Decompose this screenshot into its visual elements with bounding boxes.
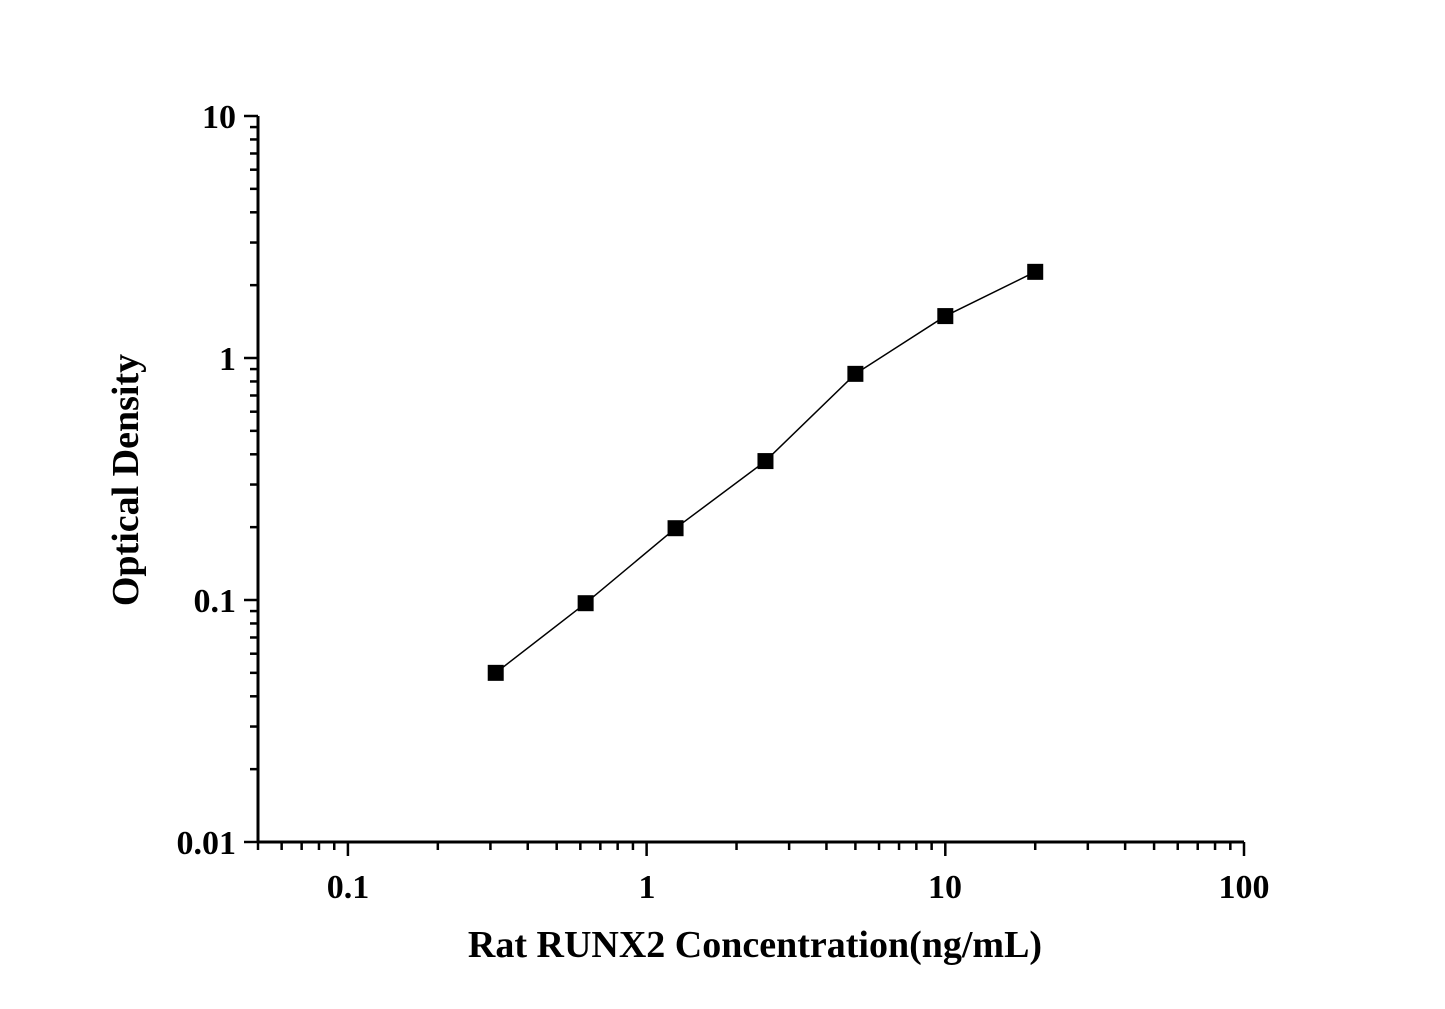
x-tick-label: 100 (1219, 869, 1270, 906)
tick-labels: 0.1 1 10 100 0.01 0.1 1 10 (177, 99, 1270, 906)
x-tick-label: 0.1 (327, 869, 370, 906)
data-point (757, 453, 774, 470)
y-tick-label: 0.1 (194, 583, 237, 620)
data-point (577, 595, 594, 612)
x-tick-label: 1 (639, 869, 656, 906)
y-tick-label: 0.01 (177, 825, 237, 862)
data-point (937, 308, 954, 325)
plot-area (487, 263, 1044, 681)
y-tick-label: 10 (202, 99, 236, 136)
data-point (1027, 263, 1044, 280)
x-axis-title: Rat RUNX2 Concentration(ng/mL) (468, 924, 1042, 966)
axes (256, 116, 1244, 844)
data-point (667, 520, 684, 537)
data-point (487, 664, 504, 681)
ticks (244, 114, 1246, 856)
data-point (847, 365, 864, 382)
series-line (495, 271, 1036, 674)
x-tick-label: 10 (928, 869, 962, 906)
y-tick-label: 1 (219, 341, 236, 378)
y-axis-title: Optical Density (105, 354, 147, 606)
